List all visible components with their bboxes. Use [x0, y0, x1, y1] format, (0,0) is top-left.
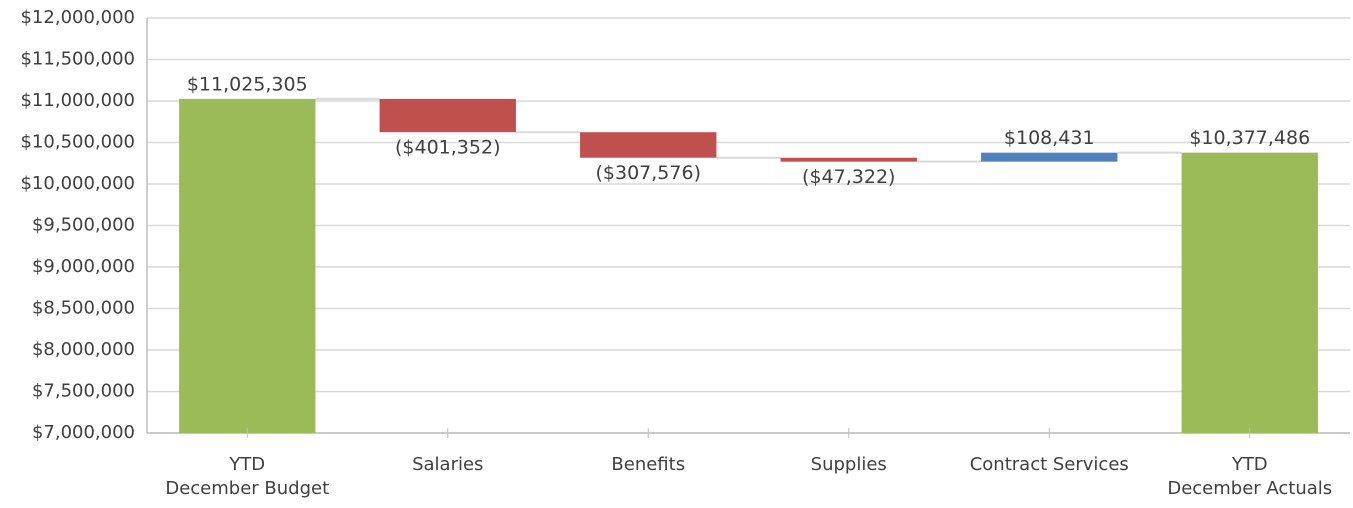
data-label: ($307,576): [596, 162, 701, 184]
x-tick-label: YTD December Budget: [165, 454, 330, 499]
x-tick-label: Salaries: [412, 454, 484, 475]
data-label: ($401,352): [395, 137, 500, 159]
bar: [580, 132, 717, 158]
x-tick-label: YTD December Actuals: [1167, 454, 1333, 499]
y-tick-label: $10,500,000: [20, 132, 135, 153]
x-tick-label: Supplies: [810, 454, 887, 475]
y-tick-label: $8,500,000: [32, 298, 135, 319]
y-tick-label: $11,000,000: [20, 90, 135, 111]
y-tick-label: $8,000,000: [32, 339, 135, 360]
bar: [780, 157, 917, 162]
y-tick-label: $7,500,000: [32, 381, 135, 402]
y-tick-label: $10,000,000: [20, 173, 135, 194]
bar: [179, 98, 316, 433]
data-label: $10,377,486: [1189, 127, 1310, 149]
y-tick-label: $11,500,000: [20, 49, 135, 70]
data-label: ($47,322): [802, 166, 895, 188]
x-tick-label: Contract Services: [969, 454, 1129, 475]
x-tick-label: Benefits: [611, 454, 686, 475]
y-tick-label: $9,000,000: [32, 256, 135, 277]
y-tick-label: $9,500,000: [32, 215, 135, 236]
bar: [981, 152, 1118, 162]
y-tick-label: $12,000,000: [20, 7, 135, 28]
data-label: $108,431: [1004, 127, 1095, 149]
bar: [379, 98, 516, 133]
data-label: $11,025,305: [187, 73, 308, 95]
bar: [1181, 152, 1318, 434]
y-tick-label: $7,000,000: [32, 422, 135, 443]
